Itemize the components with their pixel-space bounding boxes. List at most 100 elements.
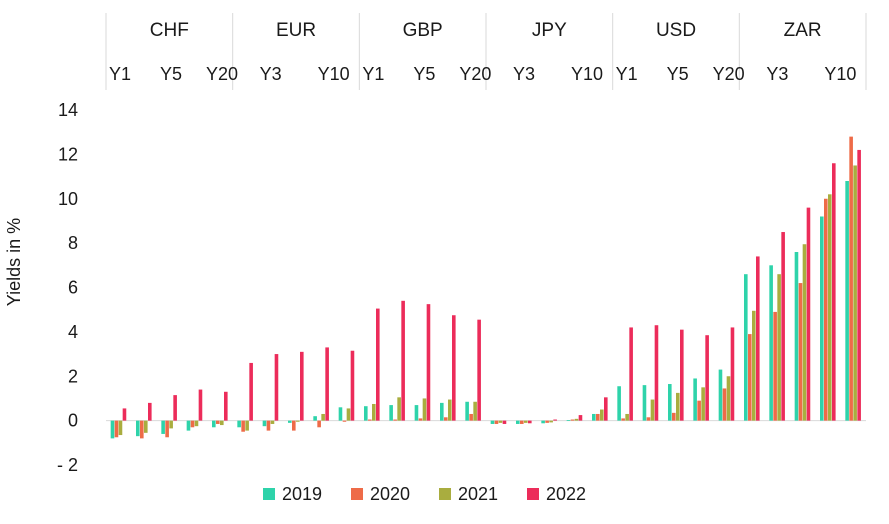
- bar-2021: [473, 401, 477, 421]
- bar-2021: [828, 194, 832, 421]
- bar-2021: [625, 413, 629, 421]
- bar-2019: [541, 420, 545, 424]
- bar-2021: [346, 408, 351, 421]
- currency-label: JPY: [532, 20, 567, 41]
- bar-2022: [705, 335, 709, 421]
- bar-2019: [364, 406, 368, 421]
- bar-2020: [722, 388, 727, 421]
- legend: 2019 2020 2021 2022: [263, 484, 586, 504]
- bar-2021: [676, 392, 680, 421]
- bar-2019: [516, 420, 520, 424]
- bar-2019: [288, 420, 292, 423]
- bar-2022: [781, 232, 785, 421]
- bar-2020: [494, 420, 499, 424]
- y-tick-label: 6: [68, 278, 78, 298]
- bar-2020: [520, 420, 524, 424]
- bar-2021: [549, 420, 553, 423]
- bar-2019: [465, 401, 469, 421]
- tenor-label: Y3: [513, 64, 535, 84]
- bar-2022: [122, 408, 127, 421]
- bar-2022: [249, 362, 253, 421]
- bar-2020: [824, 198, 828, 421]
- y-tick-label: 4: [68, 322, 78, 342]
- legend-swatch: [351, 488, 363, 500]
- legend-swatch: [439, 488, 451, 500]
- bar-2022: [578, 415, 583, 421]
- bar-2019: [566, 420, 571, 421]
- bar-2021: [118, 420, 123, 436]
- bar-2021: [701, 387, 705, 421]
- tenor-label: Y20: [206, 64, 238, 84]
- tenor-label: Y5: [667, 64, 689, 84]
- bar-2020: [697, 400, 701, 421]
- bar-2021: [600, 409, 604, 421]
- bar-2020: [773, 311, 777, 421]
- tenor-label: Y5: [413, 64, 435, 84]
- bar-2022: [224, 391, 228, 421]
- bar-2020: [114, 420, 119, 438]
- bar-2020: [216, 420, 220, 424]
- tenor-label: Y5: [160, 64, 182, 84]
- bar-2022: [756, 256, 760, 421]
- bar-2019: [617, 386, 621, 421]
- bar-2019: [490, 420, 495, 424]
- currency-label: ZAR: [784, 20, 822, 41]
- bar-2020: [469, 413, 473, 421]
- tenor-label: Y1: [362, 64, 384, 84]
- legend-label: 2019: [282, 484, 322, 504]
- tenor-label: Y10: [824, 64, 856, 84]
- tenor-label: Y1: [616, 64, 638, 84]
- bar-2019: [212, 420, 216, 428]
- y-tick-label: 12: [58, 144, 78, 164]
- legend-label: 2020: [370, 484, 410, 504]
- bar-2021: [144, 420, 148, 433]
- bar-2019: [161, 420, 165, 434]
- bar-2022: [477, 319, 481, 421]
- currency-labels: CHF EUR GBP JPY USD ZAR: [150, 20, 822, 41]
- bar-2019: [845, 181, 849, 421]
- bar-2021: [372, 403, 376, 421]
- bar-2020: [672, 412, 676, 421]
- bar-2020: [444, 417, 448, 421]
- bar-2020: [393, 419, 397, 421]
- bar-2022: [629, 327, 633, 421]
- bar-2022: [806, 207, 811, 421]
- legend-label: 2022: [546, 484, 586, 504]
- bar-2020: [165, 420, 169, 438]
- bar-2022: [401, 300, 405, 421]
- bar-2022: [528, 420, 532, 424]
- bar-2020: [621, 418, 625, 421]
- y-axis-title: Yields in %: [4, 218, 24, 306]
- legend-swatch: [527, 488, 539, 500]
- bar-2019: [186, 420, 191, 431]
- bar-2020: [646, 417, 651, 421]
- bar-2021: [650, 399, 655, 421]
- bar-2022: [350, 350, 355, 421]
- tenor-label: Y20: [459, 64, 491, 84]
- bar-2022: [426, 304, 431, 421]
- bar-2021: [220, 420, 224, 426]
- bar-2022: [325, 347, 329, 421]
- bar-2020: [798, 283, 803, 421]
- bar-2019: [262, 420, 267, 427]
- y-tick-label: 2: [68, 366, 78, 386]
- bar-2021: [194, 420, 199, 427]
- bar-2019: [794, 252, 799, 421]
- bar-2019: [769, 265, 773, 421]
- y-tick-label: 10: [58, 189, 78, 209]
- y-tick-label: 0: [68, 411, 78, 431]
- bar-2020: [241, 420, 245, 432]
- bar-2022: [300, 351, 304, 421]
- bar-2020: [545, 420, 549, 423]
- bar-2021: [270, 420, 275, 424]
- currency-label: EUR: [276, 20, 316, 41]
- bar-2021: [777, 274, 781, 421]
- legend-swatch: [263, 488, 275, 500]
- bar-2022: [502, 420, 507, 424]
- bar-2021: [574, 418, 579, 421]
- bar-2019: [820, 216, 824, 421]
- bar-2019: [592, 413, 596, 421]
- bar-2020: [570, 419, 575, 421]
- bar-2022: [148, 402, 152, 421]
